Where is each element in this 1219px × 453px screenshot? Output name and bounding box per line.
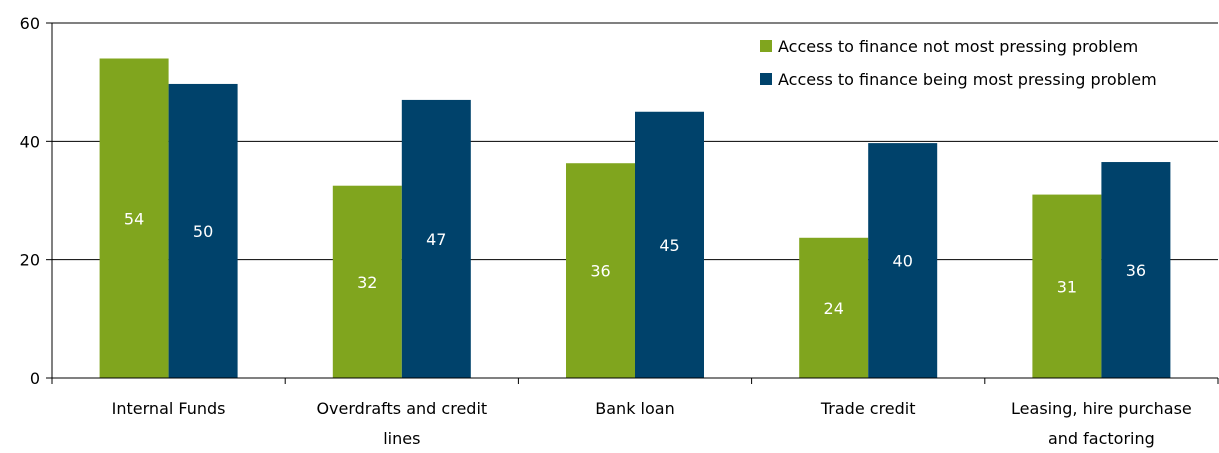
bar-pressing [868,143,938,378]
legend-swatch [760,40,772,52]
bar-pressing [635,111,704,378]
data-label: 47 [426,230,446,249]
category-label: Bank loan [595,399,674,418]
category-label-line: lines [383,429,420,448]
legend-swatch [760,73,772,85]
data-label: 36 [1126,261,1146,280]
bar-not-pressing [99,58,169,378]
axes: 0 20 40 60 Internal Funds Overdrafts and cred… [20,14,1219,448]
bar-not-pressing [332,185,402,378]
y-tick-label: 20 [20,251,40,270]
data-label: 31 [1057,277,1077,296]
category-label-line: Internal Funds [112,399,226,418]
category-label-line: Bank loan [595,399,674,418]
bar-pressing [401,99,471,379]
y-tick-label: 0 [30,369,40,388]
data-label: 45 [659,236,679,255]
category-label: Overdrafts and credit lines [316,399,487,448]
bar-not-pressing [566,163,635,378]
category-label: Trade credit [820,399,916,418]
legend: Access to finance not most pressing prob… [760,37,1157,89]
data-labels: 54 50 32 47 36 45 24 40 31 36 [124,209,1146,318]
data-label: 32 [357,273,377,292]
y-tick-label: 60 [20,14,40,33]
bar-not-pressing [1032,194,1102,378]
legend-label: Access to finance not most pressing prob… [778,37,1138,56]
bar-not-pressing [799,237,869,378]
bar-pressing [1101,162,1171,378]
data-label: 50 [193,222,213,241]
category-label-line: Overdrafts and credit [316,399,487,418]
data-label: 24 [824,299,844,318]
category-label: Internal Funds [112,399,226,418]
data-label: 40 [893,252,913,271]
data-label: 36 [590,262,610,281]
category-label: Leasing, hire purchase and factoring [1011,399,1192,448]
y-tick-label: 40 [20,132,40,151]
bars [99,58,1171,379]
bar-pressing [168,83,238,379]
category-label-line: Leasing, hire purchase [1011,399,1192,418]
category-label-line: and factoring [1048,429,1155,448]
legend-label: Access to finance being most pressing pr… [778,70,1157,89]
category-label-line: Trade credit [820,399,916,418]
data-label: 54 [124,209,144,228]
